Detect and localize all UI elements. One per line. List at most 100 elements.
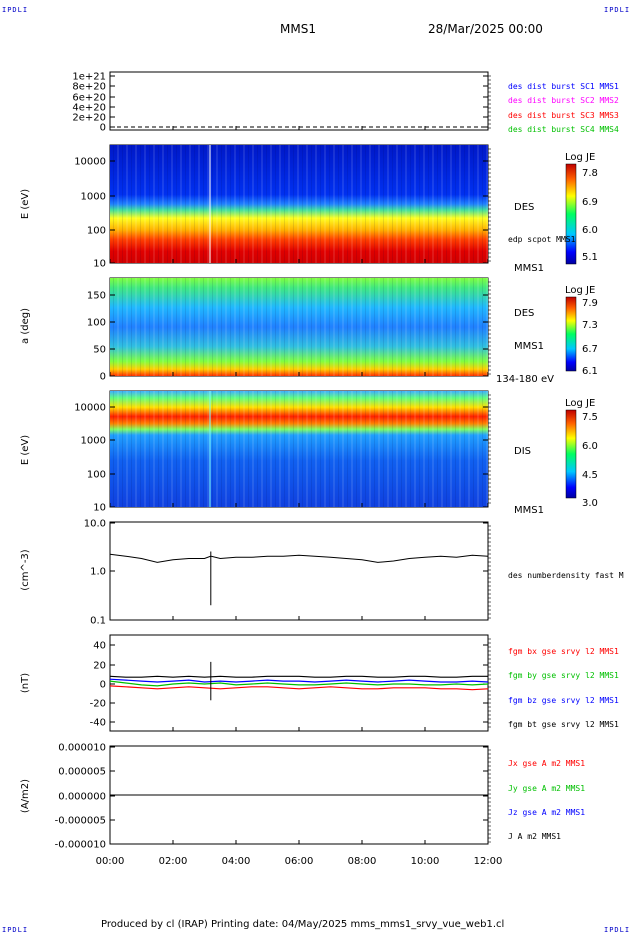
fgm-line-0 [109,685,489,691]
time-tick-label: 10:00 [411,856,440,867]
right-label-dis_energy: DIS [514,446,531,457]
colorbar-title-des_energy: Log JE [565,152,595,163]
colorbar-tick-dis_energy: 4.5 [582,470,598,481]
colorbar-tick-des_pitch: 7.9 [582,298,598,309]
right-label-des_pitch: 134-180 eV [496,374,554,385]
y-axis-label-current: (A/m2) [20,779,31,813]
corner-label-bottom-left: IPDLI [2,926,29,934]
y-tick-label-des_energy: 1000 [81,192,106,203]
y-tick-label-dis_energy: 1000 [81,436,106,447]
legend-current-3: J A m2 MMS1 [508,832,561,841]
y-tick-label-des_dist_burst: 1e+21 [72,72,106,83]
time-tick-label: 04:00 [222,856,251,867]
y-tick-label-density: 1.0 [90,567,106,578]
footer-credit: Produced by cl (IRAP) Printing date: 04/… [101,919,505,930]
colorbar-tick-dis_energy: 3.0 [582,498,598,509]
legend-fgm-1: fgm by gse srvy l2 MMS1 [508,671,619,680]
time-tick-label: 12:00 [474,856,503,867]
fgm-line-2 [109,678,489,683]
colorbar-tick-dis_energy: 7.5 [582,412,598,423]
corner-label-top-right: IPDLI [604,6,630,14]
y-tick-label-des_pitch: 0 [100,372,106,383]
y-tick-label-current: 0.000010 [58,743,106,754]
colorbar-tick-dis_energy: 6.0 [582,441,598,452]
right-label-des_energy: MMS1 [514,263,544,274]
y-axis-label-density: (cm^-3) [20,549,31,590]
right-label-des_energy: DES [514,202,534,213]
legend-fgm-0: fgm bx gse srvy l2 MMS1 [508,647,619,656]
y-axis-label-fgm: (nT) [20,673,31,693]
y-tick-label-des_dist_burst: 0 [100,123,106,134]
y-tick-label-des_energy: 100 [87,226,106,237]
fgm-line-3 [109,675,488,678]
colorbar-des-pitch [565,296,577,372]
y-tick-label-fgm: 20 [93,661,106,672]
y-tick-label-dis_energy: 10 [93,503,106,514]
y-tick-label-des_energy: 10000 [74,157,106,168]
y-tick-label-fgm: 40 [93,641,106,652]
y-tick-label-density: 0.1 [90,616,106,627]
y-tick-label-des_pitch: 150 [87,291,106,302]
y-tick-label-fgm: 0 [100,680,106,691]
y-tick-label-dis_energy: 10000 [74,403,106,414]
colorbar-tick-des_pitch: 7.3 [582,320,598,331]
corner-label-bottom-right: IPDLI [604,926,630,934]
y-tick-label-current: -0.000005 [55,816,106,827]
panel-frame-des-dist [109,71,489,131]
colorbar-tick-des_energy: 5.1 [582,252,598,263]
colorbar-tick-des_energy: 6.9 [582,197,598,208]
y-tick-label-des_pitch: 50 [93,345,106,356]
colorbar-title-des_pitch: Log JE [565,285,595,296]
panel-frame-density [109,521,489,621]
y-tick-label-des_pitch: 100 [87,318,106,329]
y-tick-label-fgm: -40 [90,718,106,729]
legend-des_dist_burst-0: des dist burst SC1 MMS1 [508,82,619,91]
colorbar-tick-des_pitch: 6.1 [582,366,598,377]
legend-current-1: Jy gse A m2 MMS1 [508,784,585,793]
y-tick-label-density: 10.0 [84,519,106,530]
time-tick-label: 02:00 [159,856,188,867]
fgm-line-1 [109,680,489,687]
y-tick-label-des_dist_burst: 6e+20 [72,93,106,104]
spectrogram-des-pitch-texture [110,278,488,376]
y-axis-label-des_pitch: a (deg) [20,308,31,344]
legend-fgm-3: fgm bt gse srvy l2 MMS1 [508,720,619,729]
y-tick-label-fgm: -20 [90,699,106,710]
legend-current-2: Jz gse A m2 MMS1 [508,808,585,817]
y-axis-label-des_energy: E (eV) [20,189,31,219]
legend-fgm-2: fgm bz gse srvy l2 MMS1 [508,696,619,705]
y-axis-label-dis_energy: E (eV) [20,435,31,465]
legend-density-0: des numberdensity fast M [508,571,624,580]
right-label-dis_energy: MMS1 [514,505,544,516]
density-line [109,553,489,563]
y-tick-label-current: 0.000000 [58,792,106,803]
panel-frame-fgm [109,634,489,732]
spectrogram-des-energy-texture [110,145,488,263]
mission-title: MMS1 [280,22,316,36]
colorbar-dis-energy [565,409,577,499]
y-tick-label-des_dist_burst: 8e+20 [72,82,106,93]
y-tick-label-current: -0.000010 [55,840,106,851]
y-tick-label-dis_energy: 100 [87,470,106,481]
right-label-des_pitch: DES [514,308,534,319]
legend-current-0: Jx gse A m2 MMS1 [508,759,585,768]
legend-des_dist_burst-2: des dist burst SC3 MMS3 [508,111,619,120]
colorbar-tick-des_pitch: 6.7 [582,344,598,355]
legend-des_dist_burst-1: des dist burst SC2 MMS2 [508,96,619,105]
right-label-des_pitch: MMS1 [514,341,544,352]
y-tick-label-des_dist_burst: 2e+20 [72,113,106,124]
y-tick-label-current: 0.000005 [58,767,106,778]
colorbar-title-dis_energy: Log JE [565,398,595,409]
y-tick-label-des_energy: 10 [93,259,106,270]
datetime-title: 28/Mar/2025 00:00 [428,22,543,36]
corner-label-top-left: IPDLI [2,6,29,14]
time-tick-label: 08:00 [348,856,377,867]
colorbar-des-energy [565,163,577,265]
time-tick-label: 00:00 [96,856,125,867]
spectrogram-dis-energy-texture [110,391,488,507]
overlay-label-des_energy: edp scpot MMS1 [508,235,576,244]
colorbar-tick-des_energy: 7.8 [582,168,598,179]
colorbar-tick-des_energy: 6.0 [582,225,598,236]
legend-des_dist_burst-3: des dist burst SC4 MMS4 [508,125,619,134]
